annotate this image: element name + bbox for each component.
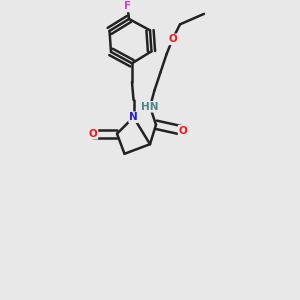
Text: F: F <box>124 2 131 11</box>
Text: N: N <box>129 112 138 122</box>
Text: O: O <box>168 34 177 44</box>
Text: O: O <box>178 126 188 136</box>
Text: HN: HN <box>141 102 159 112</box>
Text: O: O <box>88 129 98 139</box>
